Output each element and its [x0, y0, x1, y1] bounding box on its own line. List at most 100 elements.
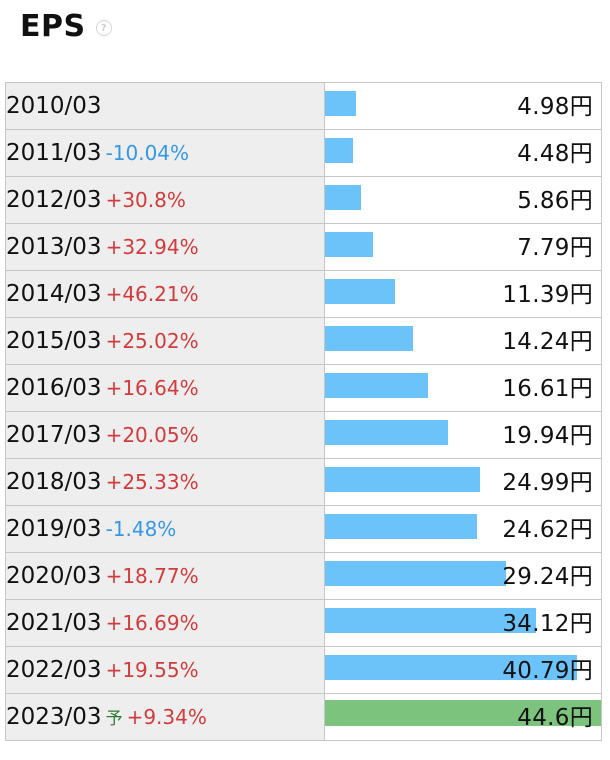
period-label: 2017/03 [6, 422, 102, 448]
value-label: 24.99円 [502, 470, 593, 496]
forecast-badge: 予 [105, 709, 123, 729]
table-row: 2023/03 予 +9.34% 44.6円 [5, 693, 602, 741]
table-row: 2022/03 +19.55% 40.79円 [5, 646, 602, 694]
change-percent: +18.77% [105, 564, 199, 588]
value-label: 11.39円 [502, 282, 593, 308]
question-circle-icon[interactable]: ? [95, 20, 112, 36]
period-label: 2013/03 [6, 234, 102, 260]
eps-bar [325, 655, 578, 680]
period-label: 2012/03 [6, 187, 102, 213]
table-row: 2019/03 -1.48% 24.62円 [5, 505, 602, 553]
eps-bar [325, 232, 374, 257]
change-percent: -1.48% [105, 517, 177, 541]
table-row: 2013/03 +32.94% 7.79円 [5, 223, 602, 271]
bar-cell: 24.99円 [324, 458, 602, 506]
table-row: 2020/03 +18.77% 29.24円 [5, 552, 602, 600]
eps-bar [325, 138, 353, 163]
period-cell: 2012/03 +30.8% [5, 176, 325, 224]
table-row: 2014/03 +46.21% 11.39円 [5, 270, 602, 318]
bar-cell: 44.6円 [324, 693, 602, 741]
table-row: 2015/03 +25.02% 14.24円 [5, 317, 602, 365]
period-label: 2020/03 [6, 563, 102, 589]
bar-cell: 34.12円 [324, 599, 602, 647]
period-cell: 2019/03 -1.48% [5, 505, 325, 553]
value-label: 19.94円 [502, 423, 593, 449]
value-label: 14.24円 [502, 329, 593, 355]
forecast-bar [325, 700, 601, 726]
eps-bar [325, 373, 428, 398]
change-percent: +32.94% [105, 235, 199, 259]
value-label: 4.48円 [517, 141, 593, 167]
eps-bar [325, 185, 362, 210]
table-row: 2018/03 +25.33% 24.99円 [5, 458, 602, 506]
period-label: 2018/03 [6, 469, 102, 495]
period-cell: 2018/03 +25.33% [5, 458, 325, 506]
period-cell: 2022/03 +19.55% [5, 646, 325, 694]
bar-cell: 4.48円 [324, 129, 602, 177]
change-percent: +25.33% [105, 470, 199, 494]
period-label: 2016/03 [6, 375, 102, 401]
change-percent: +46.21% [105, 282, 199, 306]
change-percent: +19.55% [105, 658, 199, 682]
period-cell: 2015/03 +25.02% [5, 317, 325, 365]
bar-cell: 40.79円 [324, 646, 602, 694]
value-label: 29.24円 [502, 564, 593, 590]
eps-bar [325, 608, 537, 633]
bar-cell: 4.98円 [324, 82, 602, 130]
value-label: 34.12円 [502, 611, 593, 637]
value-label: 44.6円 [517, 705, 593, 731]
value-label: 40.79円 [502, 658, 593, 684]
table-row: 2012/03 +30.8% 5.86円 [5, 176, 602, 224]
eps-bar [325, 467, 480, 492]
period-label: 2019/03 [6, 516, 102, 542]
table-row: 2011/03 -10.04% 4.48円 [5, 129, 602, 177]
value-label: 4.98円 [517, 94, 593, 120]
table-row: 2021/03 +16.69% 34.12円 [5, 599, 602, 647]
bar-cell: 5.86円 [324, 176, 602, 224]
period-label: 2021/03 [6, 610, 102, 636]
value-label: 5.86円 [517, 188, 593, 214]
change-percent: +9.34% [126, 705, 207, 729]
period-cell: 2020/03 +18.77% [5, 552, 325, 600]
change-percent: +25.02% [105, 329, 199, 353]
period-cell: 2010/03 [5, 82, 325, 130]
table-row: 2010/03 4.98円 [5, 82, 602, 130]
table-row: 2016/03 +16.64% 16.61円 [5, 364, 602, 412]
bar-cell: 14.24円 [324, 317, 602, 365]
bar-cell: 11.39円 [324, 270, 602, 318]
period-cell: 2013/03 +32.94% [5, 223, 325, 271]
period-label: 2015/03 [6, 328, 102, 354]
bar-cell: 29.24円 [324, 552, 602, 600]
period-label: 2023/03 [6, 704, 102, 730]
period-label: 2010/03 [6, 93, 102, 119]
period-cell: 2016/03 +16.64% [5, 364, 325, 412]
eps-bar [325, 91, 356, 116]
bar-cell: 24.62円 [324, 505, 602, 553]
period-cell: 2023/03 予 +9.34% [5, 693, 325, 741]
page-title: EPS [20, 8, 86, 44]
eps-bar [325, 279, 396, 304]
value-label: 24.62円 [502, 517, 593, 543]
period-label: 2022/03 [6, 657, 102, 683]
eps-bar [325, 420, 449, 445]
eps-bar [325, 326, 414, 351]
eps-table: 2010/03 4.98円 2011/03 -10.04% 4.48円 2012/03 +3… [5, 82, 602, 741]
period-cell: 2011/03 -10.04% [5, 129, 325, 177]
value-label: 16.61円 [502, 376, 593, 402]
value-label: 7.79円 [517, 235, 593, 261]
change-percent: +30.8% [105, 188, 186, 212]
change-percent: +20.05% [105, 423, 199, 447]
eps-bar [325, 561, 506, 586]
change-percent: -10.04% [105, 141, 190, 165]
eps-bar [325, 514, 478, 539]
chart-header: EPS ? [20, 6, 112, 46]
table-row: 2017/03 +20.05% 19.94円 [5, 411, 602, 459]
period-cell: 2014/03 +46.21% [5, 270, 325, 318]
bar-cell: 7.79円 [324, 223, 602, 271]
bar-cell: 19.94円 [324, 411, 602, 459]
change-percent: +16.69% [105, 611, 199, 635]
period-label: 2014/03 [6, 281, 102, 307]
change-percent: +16.64% [105, 376, 199, 400]
period-cell: 2021/03 +16.69% [5, 599, 325, 647]
period-label: 2011/03 [6, 140, 102, 166]
